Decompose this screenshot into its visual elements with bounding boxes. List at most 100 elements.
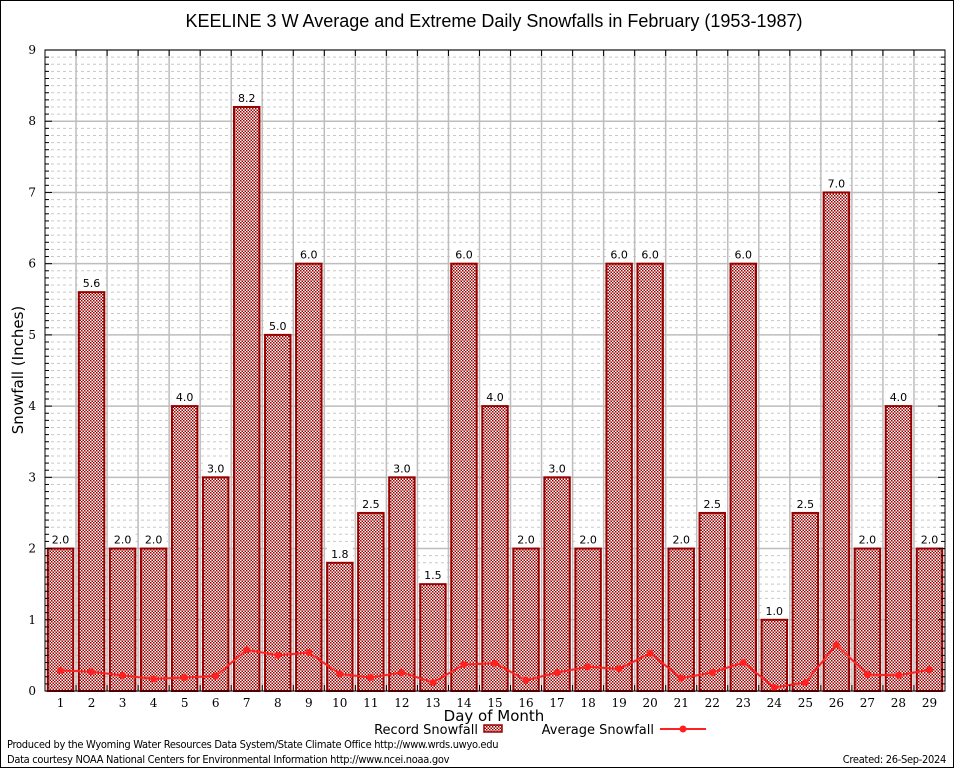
bar-record-day-19 bbox=[605, 262, 633, 692]
bar-label-background bbox=[326, 546, 353, 560]
x-tick-label: 1 bbox=[57, 696, 65, 710]
average-point-day-7 bbox=[243, 646, 251, 654]
bar-record-day-28 bbox=[884, 405, 913, 692]
x-tick-label: 13 bbox=[425, 696, 440, 710]
x-tick-label: 18 bbox=[580, 696, 595, 710]
bar-label-day-5: 4.0 bbox=[176, 391, 194, 404]
average-point-day-2 bbox=[88, 668, 96, 676]
bar-label-day-11: 2.5 bbox=[362, 498, 380, 511]
bar-label-day-6: 3.0 bbox=[207, 462, 225, 475]
x-tick-label: 17 bbox=[549, 696, 564, 710]
bar-label-background bbox=[78, 276, 105, 290]
average-point-day-25 bbox=[801, 678, 809, 686]
chart-title: KEELINE 3 W Average and Extreme Daily Sn… bbox=[186, 11, 803, 31]
bar-record-day-21 bbox=[667, 547, 695, 692]
average-point-day-17 bbox=[553, 668, 561, 676]
bar-label-day-2: 5.6 bbox=[83, 277, 101, 290]
bar-label-background bbox=[513, 532, 540, 546]
x-tick-labels: 1 2 3 4 5 6 7 8 9 10 11 12 13 14 15 16 17 18 19 20 21 22 23 24 2… bbox=[57, 696, 937, 710]
bar-label-day-10: 1.8 bbox=[331, 548, 349, 561]
x-tick-label: 16 bbox=[518, 696, 533, 710]
bar-label-day-12: 3.0 bbox=[393, 462, 411, 475]
bar-label-day-19: 6.0 bbox=[610, 249, 628, 262]
average-point-day-3 bbox=[119, 671, 127, 679]
bar-record-day-27 bbox=[853, 547, 882, 692]
bar-label-background bbox=[699, 496, 726, 510]
bar-label-day-16: 2.0 bbox=[517, 534, 535, 547]
average-point-day-4 bbox=[150, 675, 158, 683]
y-tick-label: 7 bbox=[28, 185, 36, 199]
bar-label-background bbox=[606, 247, 633, 261]
bar-record-day-13 bbox=[419, 583, 447, 693]
average-point-day-26 bbox=[832, 641, 840, 649]
average-point-day-21 bbox=[677, 674, 685, 682]
average-point-day-20 bbox=[646, 649, 654, 657]
bar-label-background bbox=[140, 532, 167, 546]
bar-record-day-20 bbox=[636, 262, 664, 692]
footer-created: Created: 26-Sep-2024 bbox=[842, 753, 947, 766]
average-point-day-27 bbox=[863, 671, 871, 679]
average-point-day-11 bbox=[367, 673, 375, 681]
average-point-day-23 bbox=[739, 659, 747, 667]
bar-label-day-9: 6.0 bbox=[300, 249, 318, 262]
average-point-day-19 bbox=[615, 665, 623, 673]
y-axis-title: Snowfall (Inches) bbox=[9, 306, 27, 434]
average-point-day-24 bbox=[770, 683, 778, 691]
x-tick-label: 24 bbox=[767, 696, 783, 710]
x-tick-label: 20 bbox=[643, 696, 658, 710]
legend: Record Snowfall Average Snowfall bbox=[374, 723, 706, 738]
bar-label-day-20: 6.0 bbox=[641, 249, 659, 262]
bar-label-background bbox=[916, 532, 943, 546]
y-tick-label: 4 bbox=[28, 399, 36, 413]
bar-record-day-23 bbox=[729, 262, 757, 692]
x-tick-label: 10 bbox=[332, 696, 347, 710]
bar-label-day-8: 5.0 bbox=[269, 320, 287, 333]
x-tick-label: 8 bbox=[274, 696, 282, 710]
bar-label-background bbox=[388, 461, 415, 475]
footer-data-courtesy: Data courtesy NOAA National Centers for … bbox=[7, 753, 450, 766]
average-point-day-12 bbox=[398, 668, 406, 676]
bar-record-day-3 bbox=[108, 547, 137, 692]
footer-produced-by: Produced by the Wyoming Water Resources … bbox=[7, 738, 499, 751]
bar-label-day-14: 6.0 bbox=[455, 249, 473, 262]
bars-record-snowfall bbox=[46, 105, 944, 693]
bar-record-day-10 bbox=[326, 561, 354, 692]
axes bbox=[44, 49, 946, 692]
bar-label-background bbox=[885, 390, 912, 404]
bar-record-day-9 bbox=[295, 262, 323, 692]
bar-label-day-17: 3.0 bbox=[548, 462, 566, 475]
x-tick-label: 2 bbox=[88, 696, 96, 710]
average-point-day-13 bbox=[429, 678, 437, 686]
average-point-day-9 bbox=[305, 649, 313, 657]
bar-label-background bbox=[730, 247, 757, 261]
x-tick-label: 28 bbox=[891, 696, 906, 710]
x-tick-label: 6 bbox=[212, 696, 220, 710]
x-tick-label: 3 bbox=[119, 696, 127, 710]
x-tick-label: 12 bbox=[394, 696, 409, 710]
bar-record-day-5 bbox=[170, 405, 199, 692]
bar-record-day-7 bbox=[233, 105, 261, 692]
average-point-day-15 bbox=[491, 659, 499, 667]
x-tick-label: 14 bbox=[456, 696, 472, 710]
average-point-day-22 bbox=[708, 668, 716, 676]
bar-record-day-25 bbox=[791, 511, 820, 693]
average-point-day-10 bbox=[336, 670, 344, 678]
legend-average-label: Average Snowfall bbox=[542, 723, 654, 738]
bar-label-day-7: 8.2 bbox=[238, 92, 256, 105]
x-tick-label: 9 bbox=[305, 696, 313, 710]
bar-record-day-17 bbox=[543, 476, 571, 693]
bar-label-day-21: 2.0 bbox=[672, 534, 690, 547]
bar-label-background bbox=[668, 532, 695, 546]
bar-record-day-12 bbox=[388, 476, 416, 693]
bar-label-background bbox=[357, 496, 384, 510]
x-tick-label: 27 bbox=[860, 696, 875, 710]
bar-label-background bbox=[792, 496, 819, 510]
bar-label-background bbox=[47, 532, 74, 546]
bar-label-day-13: 1.5 bbox=[424, 569, 442, 582]
x-tick-label: 29 bbox=[922, 696, 937, 710]
bar-label-background bbox=[295, 247, 322, 261]
x-tick-label: 11 bbox=[363, 696, 378, 710]
x-tick-label: 4 bbox=[150, 696, 158, 710]
average-point-day-14 bbox=[460, 661, 468, 669]
